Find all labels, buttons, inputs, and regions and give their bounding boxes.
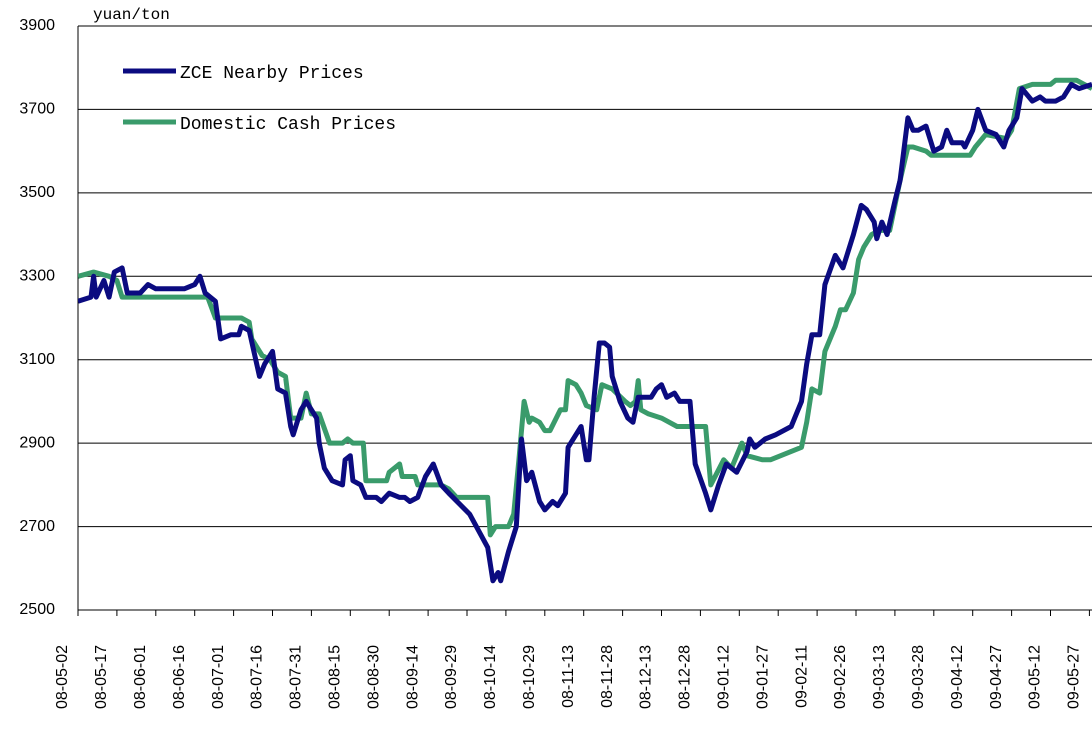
y-tick-label: 3500: [19, 184, 55, 201]
x-tick-label: 08-07-01: [210, 645, 227, 709]
x-tick-label: 09-04-12: [949, 645, 966, 709]
x-tick-label: 09-05-27: [1066, 645, 1083, 709]
x-tick-label: 08-09-14: [404, 645, 421, 709]
x-tick-label: 09-03-28: [910, 645, 927, 709]
x-tick-label: 09-05-12: [1027, 645, 1044, 709]
x-tick-label: 09-02-11: [793, 645, 810, 708]
x-tick-label: 09-01-27: [754, 645, 771, 709]
x-tick-label: 09-03-13: [871, 645, 888, 709]
y-tick-label: 2700: [19, 518, 55, 535]
y-tick-label: 2900: [19, 434, 55, 451]
x-tick-label: 08-05-02: [54, 645, 71, 709]
x-tick-label: 09-02-26: [832, 645, 849, 709]
y-tick-label: 2500: [19, 601, 55, 618]
y-unit-label: yuan/ton: [93, 6, 170, 24]
x-tick-label: 08-08-30: [365, 645, 382, 709]
x-tick-label: 08-06-01: [132, 645, 149, 709]
x-tick-label: 08-05-17: [93, 645, 110, 709]
x-tick-label: 08-07-16: [249, 645, 266, 709]
x-tick-label: 08-10-14: [482, 645, 499, 709]
x-tick-label: 08-07-31: [288, 645, 305, 709]
legend-label: ZCE Nearby Prices: [180, 64, 364, 84]
series-line: [78, 81, 1092, 584]
y-tick-label: 3900: [19, 17, 55, 34]
y-tick-label: 3100: [19, 351, 55, 368]
plot-area: [78, 77, 1092, 584]
x-tick-label: 08-11-13: [560, 645, 577, 708]
x-tick-label: 09-04-27: [988, 645, 1005, 709]
x-tick-label: 08-11-28: [599, 645, 616, 708]
x-tick-label: 08-06-16: [171, 645, 188, 709]
y-tick-label: 3300: [19, 268, 55, 285]
legend-label: Domestic Cash Prices: [180, 115, 396, 135]
x-tick-label: 08-09-29: [443, 645, 460, 709]
x-tick-label: 08-08-15: [327, 645, 344, 709]
x-tick-label: 08-12-28: [677, 645, 694, 709]
y-tick-label: 3700: [19, 101, 55, 118]
x-tick-label: 08-12-13: [638, 645, 655, 709]
x-tick-label: 09-01-12: [716, 645, 733, 709]
x-tick-label: 08-10-29: [521, 645, 538, 709]
